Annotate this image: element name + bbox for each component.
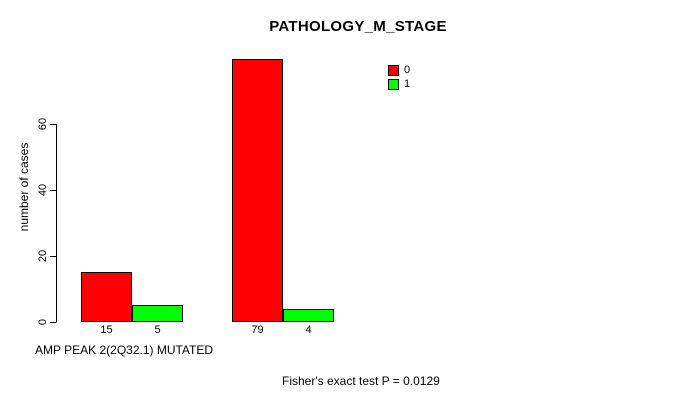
bar-group2-series1 — [283, 309, 334, 322]
y-tick-label: 0 — [37, 319, 49, 325]
legend-item: 1 — [388, 78, 410, 91]
y-tick-label: 20 — [37, 250, 49, 262]
bar-value-label: 15 — [100, 324, 113, 336]
bar-group2-series0 — [232, 59, 283, 322]
legend-item: 0 — [388, 64, 410, 77]
bar-value-label: 4 — [305, 324, 312, 336]
legend-swatch-green — [388, 79, 399, 90]
y-axis-title: number of cases — [17, 143, 31, 232]
fisher-test-annotation: Fisher's exact test P = 0.0129 — [282, 374, 440, 388]
legend-label: 0 — [404, 64, 411, 76]
y-tick-label: 40 — [37, 184, 49, 196]
legend-label: 1 — [404, 78, 411, 90]
y-tick-label: 60 — [37, 118, 49, 130]
x-axis-title: AMP PEAK 2(2Q32.1) MUTATED — [35, 343, 214, 357]
legend-swatch-red — [388, 65, 399, 76]
chart-title: PATHOLOGY_M_STAGE — [269, 18, 447, 35]
bar-group1-series1 — [132, 305, 183, 322]
bar-group1-series0 — [81, 272, 132, 322]
bar-value-label: 5 — [154, 324, 161, 336]
legend: 0 1 — [388, 64, 410, 92]
bar-value-label: 79 — [251, 324, 264, 336]
